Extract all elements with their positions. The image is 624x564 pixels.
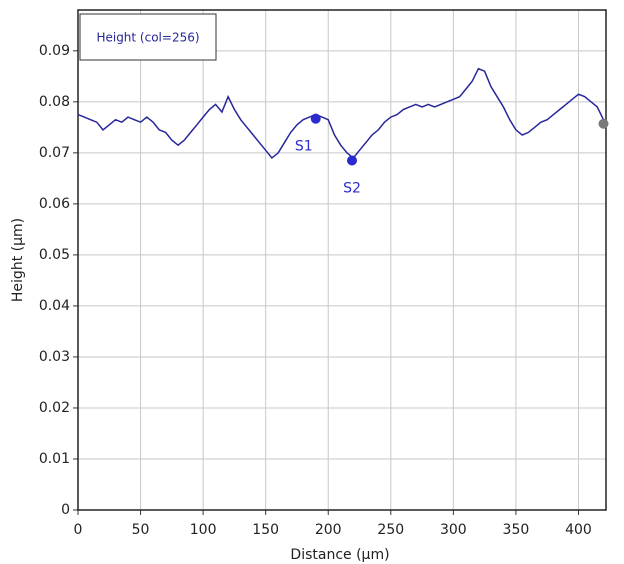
x-tick-label: 250 bbox=[377, 522, 404, 538]
legend-box bbox=[79, 13, 217, 61]
data-line bbox=[77, 67, 605, 160]
x-tick-label: 50 bbox=[132, 522, 150, 538]
marker-label: S1 bbox=[295, 139, 313, 155]
marker-label: S2 bbox=[343, 181, 361, 197]
plot-area bbox=[78, 10, 606, 510]
y-tick-label: 0 bbox=[61, 502, 70, 518]
end-marker bbox=[598, 118, 609, 129]
y-tick-label: 0.03 bbox=[39, 349, 70, 365]
x-tick-label: 350 bbox=[503, 522, 530, 538]
x-tick-label: 150 bbox=[252, 522, 279, 538]
marker bbox=[310, 113, 321, 124]
x-tick-label: 300 bbox=[440, 522, 467, 538]
plot-frame bbox=[77, 9, 607, 511]
y-tick-label: 0.08 bbox=[39, 94, 70, 110]
x-tick-label: 400 bbox=[565, 522, 592, 538]
y-tick-label: 0.01 bbox=[39, 451, 70, 467]
y-tick-label: 0.07 bbox=[39, 145, 70, 161]
y-axis-label: Height (µm) bbox=[10, 218, 26, 302]
x-tick-label: 200 bbox=[315, 522, 342, 538]
y-tick-label: 0.06 bbox=[39, 196, 70, 212]
y-tick-label: 0.04 bbox=[39, 298, 70, 314]
y-tick-label: 0.02 bbox=[39, 400, 70, 416]
x-tick-label: 0 bbox=[74, 522, 83, 538]
y-tick-label: 0.05 bbox=[39, 247, 70, 263]
x-tick-label: 100 bbox=[190, 522, 217, 538]
x-axis-label: Distance (µm) bbox=[290, 547, 389, 563]
legend-entry: Height (col=256) bbox=[96, 31, 199, 45]
y-tick-label: 0.09 bbox=[39, 43, 70, 59]
marker bbox=[347, 155, 358, 166]
